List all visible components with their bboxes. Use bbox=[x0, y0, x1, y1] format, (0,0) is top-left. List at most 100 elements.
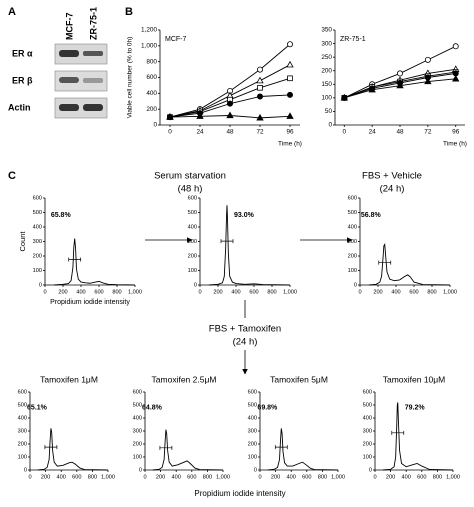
y-tick-label: 50 bbox=[325, 108, 333, 115]
x-tick-label: 72 bbox=[424, 129, 432, 136]
x-tick-label: 0 bbox=[373, 474, 376, 480]
data-line bbox=[382, 402, 454, 471]
x-tick-label: 600 bbox=[94, 289, 103, 295]
x-tick-label: 200 bbox=[386, 474, 395, 480]
y-tick-label: 0 bbox=[139, 467, 142, 473]
data-line bbox=[152, 429, 224, 471]
marker bbox=[452, 74, 460, 82]
y-tick-label: 200 bbox=[363, 441, 372, 447]
x-tick-label: 0 bbox=[143, 474, 146, 480]
x-tick-label: 1,000 bbox=[101, 474, 115, 480]
arrow-label: Serum starvation bbox=[154, 171, 226, 182]
x-axis-label: Propidium iodide intensity bbox=[50, 299, 130, 306]
x-tick-label: 400 bbox=[391, 289, 400, 295]
y-tick-label: 500 bbox=[188, 210, 197, 216]
y-tick-label: 0 bbox=[39, 282, 42, 288]
y-tick-label: 500 bbox=[348, 210, 357, 216]
gate-percent: 65.8% bbox=[51, 212, 72, 219]
y-tick-label: 100 bbox=[363, 454, 372, 460]
x-tick-label: 600 bbox=[417, 474, 426, 480]
marker bbox=[396, 70, 403, 77]
y-tick-label: 500 bbox=[33, 210, 42, 216]
y-tick-label: 600 bbox=[188, 195, 197, 201]
y-tick-label: 0 bbox=[24, 467, 27, 473]
chart-title: MCF-7 bbox=[165, 36, 186, 43]
y-tick-label: 600 bbox=[248, 389, 257, 395]
arrow-label: (24 h) bbox=[380, 184, 405, 195]
marker bbox=[256, 93, 263, 100]
y-tick-label: 0 bbox=[354, 282, 357, 288]
y-tick-label: 400 bbox=[363, 415, 372, 421]
chart-title: Tamoxifen 10μM bbox=[383, 374, 446, 384]
marker bbox=[226, 100, 233, 107]
gate-marker bbox=[391, 430, 405, 435]
row-label: ER β bbox=[12, 75, 33, 85]
panel-label: C bbox=[8, 170, 16, 182]
y-tick-label: 600 bbox=[33, 195, 42, 201]
x-tick-label: 1,000 bbox=[331, 474, 345, 480]
y-tick-label: 500 bbox=[248, 402, 257, 408]
y-tick-label: 400 bbox=[133, 415, 142, 421]
x-tick-label: 400 bbox=[57, 474, 66, 480]
x-tick-label: 72 bbox=[256, 129, 264, 136]
y-tick-label: 1,200 bbox=[141, 27, 157, 34]
marker bbox=[368, 85, 376, 93]
gate-marker bbox=[378, 260, 392, 265]
marker bbox=[287, 75, 293, 82]
x-tick-label: 400 bbox=[231, 289, 240, 295]
marker bbox=[196, 112, 204, 119]
x-tick-label: 200 bbox=[271, 474, 280, 480]
x-tick-label: 48 bbox=[226, 129, 234, 136]
x-tick-label: 96 bbox=[286, 129, 294, 136]
marker bbox=[286, 112, 294, 119]
marker bbox=[424, 77, 432, 85]
data-line bbox=[267, 428, 339, 471]
y-tick-label: 800 bbox=[146, 58, 157, 65]
gate-marker bbox=[44, 445, 58, 450]
marker bbox=[257, 84, 263, 91]
x-tick-label: 1,000 bbox=[128, 289, 142, 295]
gate-percent: 64.8% bbox=[142, 404, 163, 411]
y-tick-label: 200 bbox=[133, 441, 142, 447]
y-tick-label: 200 bbox=[18, 441, 27, 447]
x-tick-label: 400 bbox=[402, 474, 411, 480]
column-label: ZR-75-1 bbox=[88, 7, 98, 40]
gate-percent: 56.8% bbox=[361, 212, 382, 219]
y-tick-label: 0 bbox=[328, 122, 332, 129]
x-tick-label: 0 bbox=[28, 474, 31, 480]
x-tick-label: 96 bbox=[452, 129, 460, 136]
y-tick-label: 500 bbox=[363, 402, 372, 408]
x-tick-label: 200 bbox=[213, 289, 222, 295]
marker bbox=[340, 93, 348, 101]
arrow-label: FBS + Tamoxifen bbox=[209, 324, 281, 335]
x-tick-label: 0 bbox=[258, 474, 261, 480]
y-tick-label: 600 bbox=[133, 389, 142, 395]
gate-percent: 69.8% bbox=[257, 404, 278, 411]
y-tick-label: 100 bbox=[321, 95, 332, 102]
y-tick-label: 100 bbox=[33, 268, 42, 274]
marker bbox=[396, 81, 404, 89]
y-tick-label: 600 bbox=[363, 389, 372, 395]
x-tick-label: 600 bbox=[249, 289, 258, 295]
y-tick-label: 300 bbox=[363, 428, 372, 434]
blot bbox=[54, 43, 108, 119]
x-tick-label: 1,000 bbox=[283, 289, 297, 295]
y-tick-label: 300 bbox=[321, 40, 332, 47]
data-line bbox=[368, 242, 451, 286]
arrow-label: (48 h) bbox=[178, 184, 203, 195]
x-tick-label: 600 bbox=[409, 289, 418, 295]
row-label: Actin bbox=[8, 102, 31, 112]
marker bbox=[226, 111, 234, 119]
x-tick-label: 200 bbox=[58, 289, 67, 295]
x-tick-label: 0 bbox=[198, 289, 201, 295]
y-tick-label: 100 bbox=[188, 268, 197, 274]
x-tick-label: 400 bbox=[76, 289, 85, 295]
y-tick-label: 400 bbox=[188, 224, 197, 230]
marker bbox=[256, 76, 264, 84]
marker bbox=[286, 41, 293, 48]
column-label: MCF-7 bbox=[64, 13, 74, 41]
x-tick-label: 400 bbox=[172, 474, 181, 480]
x-tick-label: 0 bbox=[343, 129, 347, 136]
data-line bbox=[37, 428, 109, 471]
